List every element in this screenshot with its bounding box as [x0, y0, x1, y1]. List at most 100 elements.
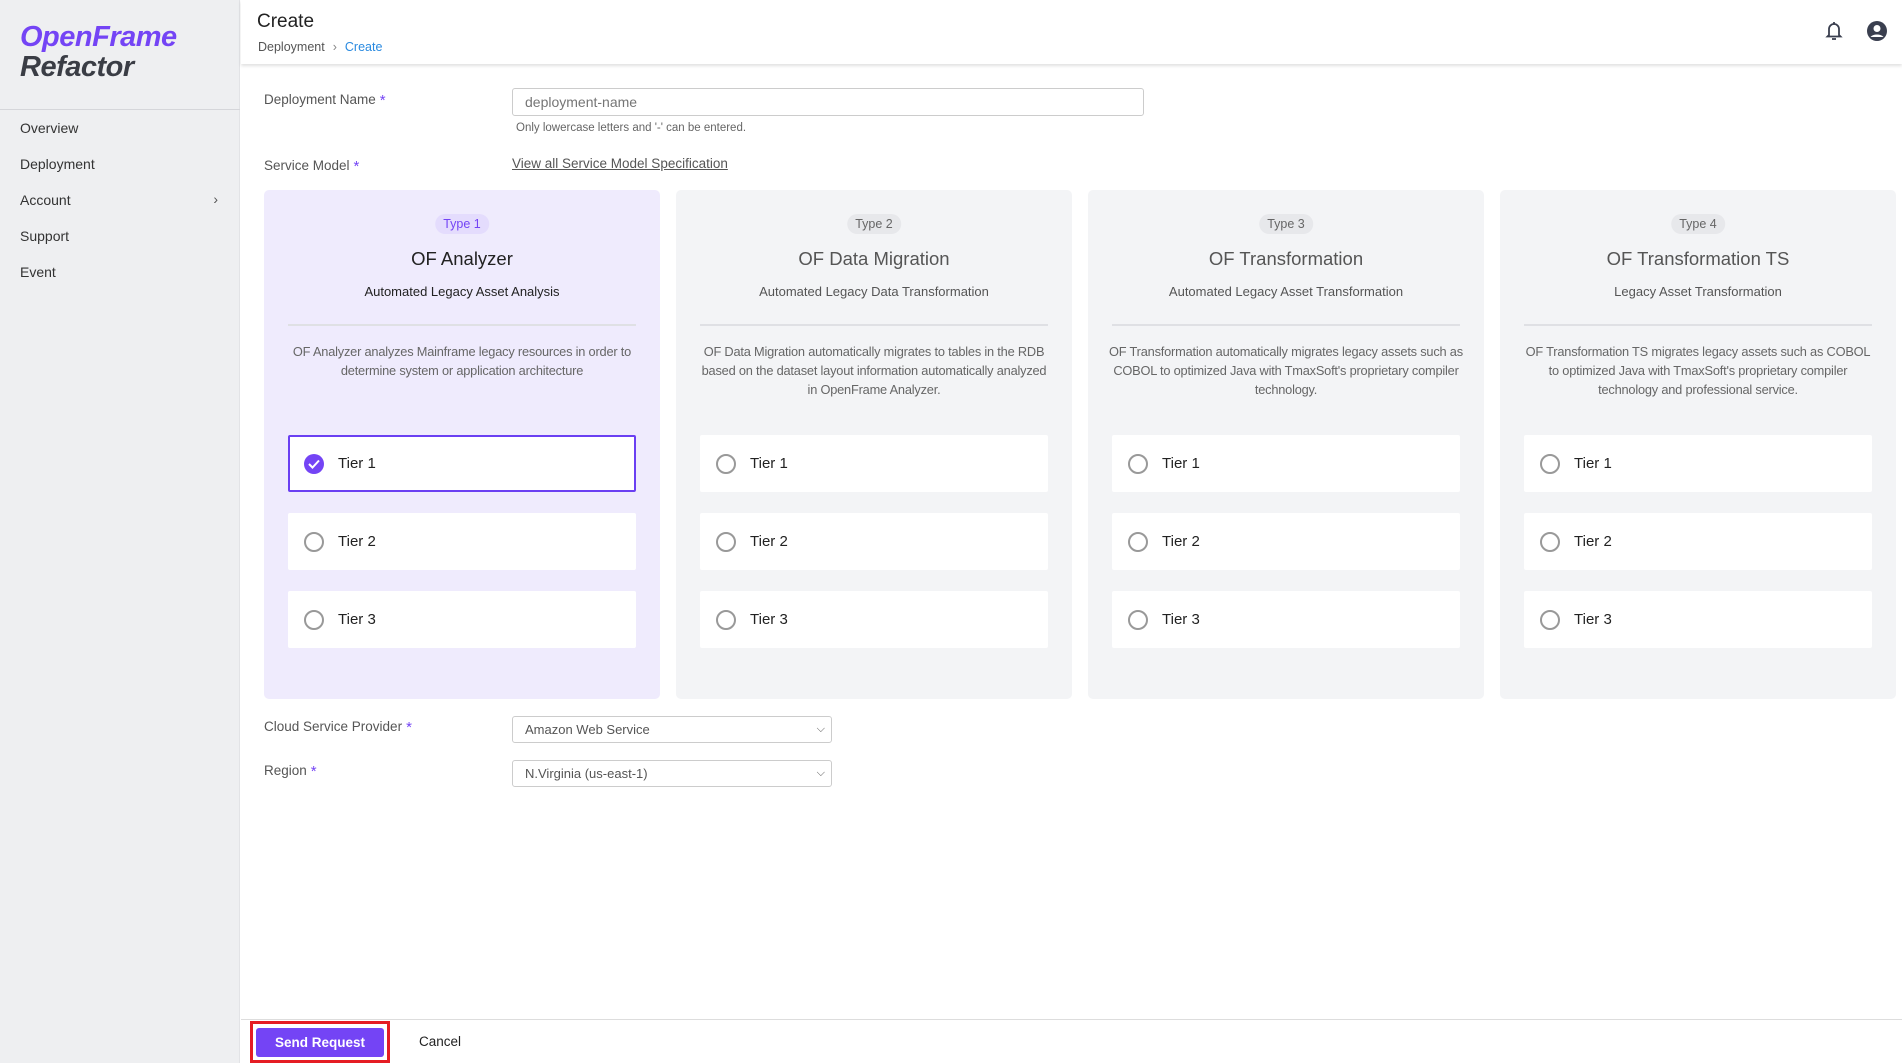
tier-option[interactable]: Tier 3: [1524, 591, 1872, 648]
type-badge: Type 2: [847, 214, 901, 234]
radio-icon[interactable]: [1128, 453, 1148, 474]
tier-label: Tier 1: [1574, 455, 1612, 472]
sidebar-item-overview[interactable]: Overview: [0, 110, 240, 146]
chevron-down-icon: ⌵: [816, 767, 825, 779]
tier-label: Tier 2: [1574, 533, 1612, 550]
sidebar-item-deployment[interactable]: Deployment: [0, 146, 240, 182]
service-model-label: Service Model *: [264, 158, 360, 175]
tier-label: Tier 1: [750, 455, 788, 472]
tier-option[interactable]: Tier 3: [700, 591, 1048, 648]
card-divider: [1524, 324, 1872, 326]
tier-option[interactable]: Tier 3: [1112, 591, 1460, 648]
header: Create Deployment › Create: [241, 0, 1902, 64]
radio-icon[interactable]: [304, 531, 324, 552]
card-title: OF Transformation TS: [1606, 248, 1790, 269]
logo[interactable]: OpenFrame Refactor: [20, 22, 177, 82]
radio-icon[interactable]: [304, 609, 324, 630]
card-subtitle: Legacy Asset Transformation: [1614, 284, 1782, 299]
card-divider: [700, 324, 1048, 326]
sidebar-item-label: Overview: [20, 120, 79, 136]
chevron-down-icon: ⌵: [816, 723, 825, 735]
page-title: Create: [257, 11, 315, 32]
deployment-name-label: Deployment Name *: [264, 92, 386, 109]
radio-checked-icon[interactable]: [304, 453, 324, 474]
tier-label: Tier 3: [338, 611, 376, 628]
radio-icon[interactable]: [716, 453, 736, 474]
tier-option[interactable]: Tier 2: [1112, 513, 1460, 570]
deployment-name-input[interactable]: [512, 88, 1144, 116]
deployment-name-hint: Only lowercase letters and '-' can be en…: [516, 122, 747, 134]
tier-label: Tier 2: [1162, 533, 1200, 550]
highlight-box: [250, 1021, 390, 1063]
breadcrumb: Deployment › Create: [258, 40, 382, 54]
sidebar-divider: [0, 109, 240, 110]
breadcrumb-deployment[interactable]: Deployment: [258, 40, 325, 54]
card-description: OF Analyzer analyzes Mainframe legacy re…: [292, 344, 632, 378]
cloud-provider-select[interactable]: Amazon Web Service ⌵: [512, 716, 832, 743]
radio-icon[interactable]: [716, 531, 736, 552]
logo-line-2: Refactor: [20, 51, 134, 83]
service-model-card[interactable]: Type 1 OF Analyzer Automated Legacy Asse…: [264, 190, 660, 699]
tier-label: Tier 1: [1162, 455, 1200, 472]
type-badge: Type 4: [1671, 214, 1725, 234]
breadcrumb-create[interactable]: Create: [344, 40, 383, 54]
bell-icon[interactable]: [1824, 20, 1844, 47]
tier-option[interactable]: Tier 1: [288, 435, 636, 492]
type-badge: Type 1: [435, 214, 489, 234]
sidebar-item-account[interactable]: Account ›: [0, 182, 240, 218]
send-request-button[interactable]: Send Request: [256, 1028, 384, 1057]
tier-option[interactable]: Tier 2: [1524, 513, 1872, 570]
card-description: OF Transformation automatically migrates…: [1109, 344, 1463, 397]
tier-label: Tier 2: [750, 533, 788, 550]
sidebar-item-label: Deployment: [20, 156, 95, 172]
footer-bar: [241, 1019, 1902, 1063]
card-title: OF Analyzer: [411, 248, 513, 269]
user-account-icon[interactable]: [1866, 20, 1888, 47]
tier-option[interactable]: Tier 1: [700, 435, 1048, 492]
tier-label: Tier 3: [750, 611, 788, 628]
tier-option[interactable]: Tier 3: [288, 591, 636, 648]
service-model-card[interactable]: Type 3 OF Transformation Automated Legac…: [1088, 190, 1484, 699]
tier-label: Tier 3: [1574, 611, 1612, 628]
tier-option[interactable]: Tier 2: [288, 513, 636, 570]
radio-icon[interactable]: [1540, 609, 1560, 630]
cancel-button[interactable]: Cancel: [419, 1034, 462, 1049]
card-description: OF Data Migration automatically migrates…: [701, 344, 1047, 397]
radio-icon[interactable]: [716, 609, 736, 630]
region-label: Region *: [264, 763, 317, 780]
chevron-right-icon: ›: [213, 191, 218, 207]
view-service-model-spec-link[interactable]: View all Service Model Specification: [512, 156, 728, 171]
card-description: OF Transformation TS migrates legacy ass…: [1525, 344, 1871, 397]
tier-label: Tier 2: [338, 533, 376, 550]
card-divider: [288, 324, 636, 326]
card-subtitle: Automated Legacy Data Transformation: [759, 284, 989, 299]
tier-label: Tier 3: [1162, 611, 1200, 628]
service-model-card[interactable]: Type 2 OF Data Migration Automated Legac…: [676, 190, 1072, 699]
type-badge: Type 3: [1259, 214, 1313, 234]
card-subtitle: Automated Legacy Asset Analysis: [364, 284, 560, 299]
sidebar-item-label: Event: [20, 264, 56, 280]
service-model-card[interactable]: Type 4 OF Transformation TS Legacy Asset…: [1500, 190, 1896, 699]
card-divider: [1112, 324, 1460, 326]
sidebar: OpenFrame Refactor Overview Deployment A…: [0, 0, 240, 1063]
logo-line-1: OpenFrame: [20, 21, 177, 53]
sidebar-item-label: Account: [20, 192, 71, 208]
radio-icon[interactable]: [1128, 531, 1148, 552]
radio-icon[interactable]: [1540, 453, 1560, 474]
radio-icon[interactable]: [1540, 531, 1560, 552]
sidebar-nav: Overview Deployment Account › Support Eve…: [0, 110, 240, 290]
sidebar-item-event[interactable]: Event: [0, 254, 240, 290]
cloud-provider-label: Cloud Service Provider *: [264, 719, 412, 736]
tier-option[interactable]: Tier 1: [1112, 435, 1460, 492]
sidebar-item-support[interactable]: Support: [0, 218, 240, 254]
chevron-right-icon: ›: [332, 40, 337, 54]
sidebar-item-label: Support: [20, 228, 70, 244]
card-title: OF Data Migration: [798, 248, 950, 269]
tier-option[interactable]: Tier 1: [1524, 435, 1872, 492]
card-subtitle: Automated Legacy Asset Transformation: [1168, 284, 1404, 299]
region-select[interactable]: N.Virginia (us-east-1) ⌵: [512, 760, 832, 787]
card-title: OF Transformation: [1208, 248, 1364, 269]
tier-label: Tier 1: [338, 455, 376, 472]
radio-icon[interactable]: [1128, 609, 1148, 630]
tier-option[interactable]: Tier 2: [700, 513, 1048, 570]
